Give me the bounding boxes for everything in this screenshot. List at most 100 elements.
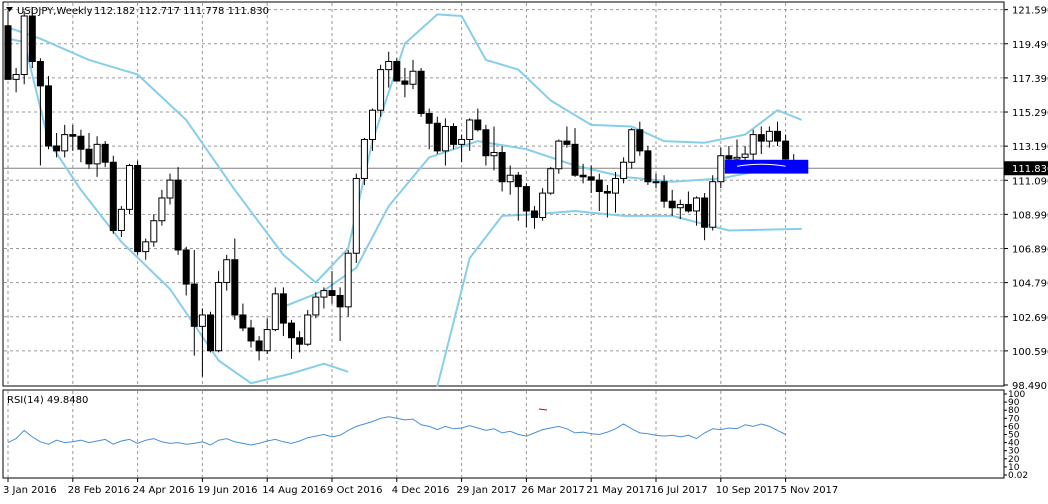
- candle[interactable]: [652, 173, 660, 189]
- candle[interactable]: [717, 147, 725, 189]
- candle[interactable]: [12, 67, 20, 93]
- candle[interactable]: [101, 141, 109, 168]
- candle[interactable]: [377, 64, 385, 117]
- candle[interactable]: [531, 206, 538, 229]
- candle[interactable]: [490, 126, 498, 171]
- candle[interactable]: [77, 129, 85, 163]
- candle[interactable]: [385, 51, 393, 88]
- candle[interactable]: [547, 167, 555, 195]
- candle[interactable]: [190, 249, 198, 356]
- candle[interactable]: [701, 193, 709, 241]
- candle[interactable]: [506, 165, 514, 195]
- collapse-triangle-icon[interactable]: [6, 7, 13, 12]
- candle[interactable]: [231, 238, 239, 320]
- candle[interactable]: [563, 126, 571, 148]
- annotation: [724, 159, 809, 174]
- candle[interactable]: [352, 173, 360, 263]
- candle[interactable]: [636, 121, 644, 156]
- candle[interactable]: [207, 311, 214, 353]
- candle[interactable]: [85, 132, 93, 169]
- annotation-rectangle[interactable]: [724, 159, 809, 174]
- candle[interactable]: [239, 303, 247, 332]
- candle[interactable]: [215, 271, 223, 353]
- candle[interactable]: [328, 271, 336, 304]
- candle[interactable]: [684, 191, 692, 213]
- candle[interactable]: [126, 163, 133, 215]
- candle[interactable]: [571, 128, 579, 177]
- candle[interactable]: [174, 167, 182, 255]
- candle[interactable]: [709, 175, 717, 231]
- candle[interactable]: [182, 246, 190, 296]
- candle[interactable]: [69, 124, 77, 151]
- candle[interactable]: [668, 189, 676, 216]
- candle[interactable]: [514, 171, 522, 221]
- candle-body-bull: [150, 220, 158, 243]
- candle[interactable]: [498, 145, 506, 192]
- candle[interactable]: [458, 134, 466, 163]
- candle[interactable]: [774, 121, 781, 146]
- candle[interactable]: [36, 58, 44, 166]
- candle[interactable]: [255, 336, 263, 361]
- candle[interactable]: [757, 126, 765, 155]
- candle[interactable]: [466, 118, 474, 151]
- candle[interactable]: [247, 319, 255, 348]
- candle[interactable]: [401, 67, 409, 98]
- candle[interactable]: [782, 134, 790, 160]
- candle[interactable]: [134, 160, 142, 255]
- candle[interactable]: [417, 67, 425, 117]
- candle[interactable]: [360, 137, 368, 185]
- candle[interactable]: [393, 58, 401, 82]
- candle[interactable]: [45, 76, 52, 150]
- candle[interactable]: [271, 287, 279, 332]
- candle[interactable]: [644, 145, 652, 185]
- candle[interactable]: [765, 126, 773, 148]
- candle[interactable]: [117, 206, 125, 237]
- candlesticks[interactable]: [4, 7, 798, 377]
- candle[interactable]: [304, 310, 312, 346]
- candle[interactable]: [660, 175, 668, 208]
- candle[interactable]: [142, 238, 150, 260]
- candle[interactable]: [749, 129, 757, 161]
- candle[interactable]: [20, 11, 28, 85]
- candle[interactable]: [109, 155, 117, 234]
- candle[interactable]: [344, 249, 352, 317]
- candle[interactable]: [425, 108, 433, 150]
- candle[interactable]: [409, 59, 417, 90]
- candle[interactable]: [555, 139, 563, 174]
- candle[interactable]: [61, 124, 69, 158]
- candle[interactable]: [587, 165, 595, 194]
- candle[interactable]: [4, 11, 12, 80]
- candle[interactable]: [336, 287, 344, 341]
- candle[interactable]: [441, 118, 449, 166]
- candle[interactable]: [263, 318, 271, 354]
- candle[interactable]: [482, 124, 490, 166]
- candle[interactable]: [595, 173, 603, 211]
- candle[interactable]: [198, 308, 206, 377]
- candle[interactable]: [158, 189, 166, 226]
- candle[interactable]: [620, 157, 628, 184]
- candle[interactable]: [93, 136, 101, 177]
- candle[interactable]: [223, 254, 231, 291]
- candle[interactable]: [166, 173, 174, 205]
- candle[interactable]: [450, 123, 457, 150]
- candle[interactable]: [279, 287, 287, 337]
- candle[interactable]: [579, 163, 587, 184]
- candle[interactable]: [676, 199, 684, 220]
- candle[interactable]: [28, 7, 36, 68]
- candle[interactable]: [433, 116, 441, 155]
- candle[interactable]: [312, 292, 320, 319]
- candle[interactable]: [369, 108, 376, 151]
- candle[interactable]: [474, 108, 482, 132]
- candle[interactable]: [693, 196, 700, 226]
- candle[interactable]: [296, 331, 304, 353]
- candle[interactable]: [53, 132, 61, 158]
- candle[interactable]: [539, 188, 547, 221]
- candle[interactable]: [522, 183, 530, 228]
- candle[interactable]: [320, 287, 328, 309]
- time-tick-label: 14 Aug 2016: [262, 485, 326, 496]
- candle[interactable]: [603, 184, 611, 218]
- candle[interactable]: [288, 319, 295, 359]
- candle[interactable]: [628, 128, 636, 169]
- candle[interactable]: [150, 214, 158, 247]
- candle[interactable]: [612, 171, 619, 213]
